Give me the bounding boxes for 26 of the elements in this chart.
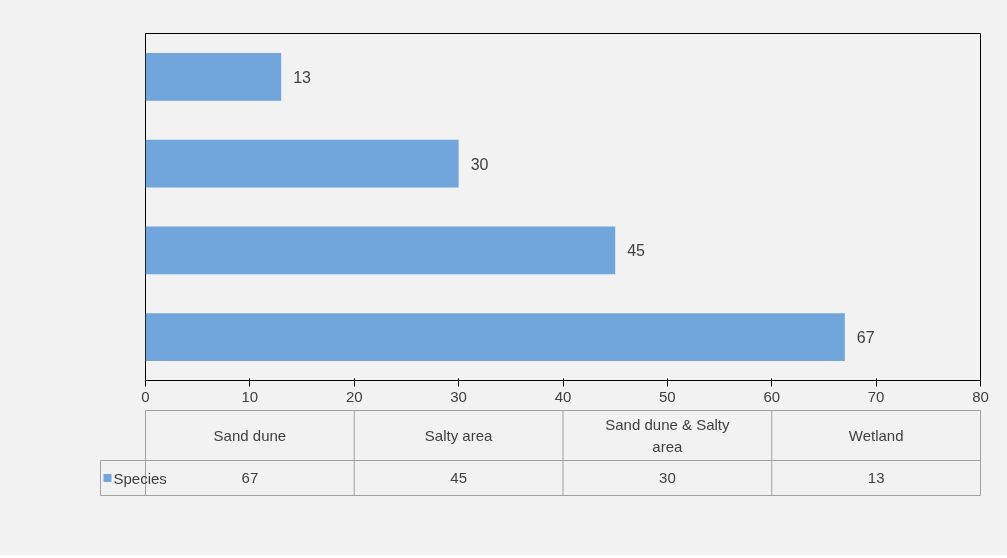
data-label: 67 xyxy=(856,329,875,347)
category-label: Sand dune xyxy=(213,427,287,444)
x-tick-label: 70 xyxy=(867,387,885,405)
bar xyxy=(145,313,845,361)
x-tick-label: 60 xyxy=(763,387,781,405)
data-label: 30 xyxy=(659,469,676,486)
data-label: 13 xyxy=(293,68,312,86)
x-tick-label: 30 xyxy=(450,387,467,405)
category-label: Wetland xyxy=(848,427,904,444)
category-label: Sand dune & Salty area xyxy=(605,415,730,456)
bar xyxy=(145,226,616,275)
data-label: 45 xyxy=(627,242,646,260)
x-tick-label: 20 xyxy=(345,387,363,405)
category-label: Salty area xyxy=(424,427,494,444)
x-tick-label: 10 xyxy=(241,387,259,405)
x-tick-label: 40 xyxy=(554,387,572,405)
data-label: 13 xyxy=(867,469,885,486)
x-tick-label: 0 xyxy=(141,387,150,405)
data-label: 30 xyxy=(470,155,489,173)
bar xyxy=(145,53,282,101)
data-label: 45 xyxy=(450,469,467,486)
legend-label: Species xyxy=(113,469,167,487)
x-tick-label: 50 xyxy=(659,387,676,405)
bar xyxy=(145,139,459,188)
x-tick-label: 80 xyxy=(972,387,989,405)
data-label: 67 xyxy=(241,469,259,486)
